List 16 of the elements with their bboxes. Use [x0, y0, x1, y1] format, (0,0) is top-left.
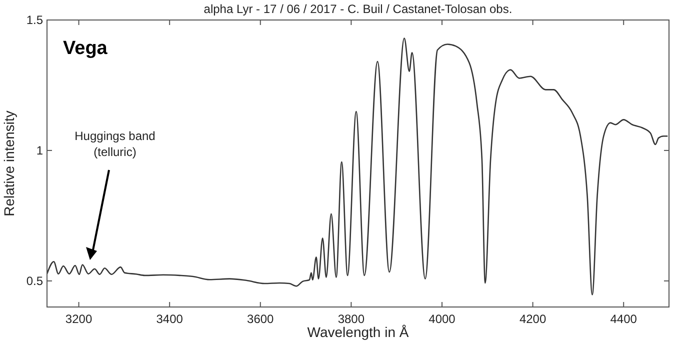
y-axis-title: Relative intensity: [1, 110, 17, 216]
annotation: Vega: [63, 38, 108, 59]
x-axis-title: Wavelength in Å: [307, 324, 410, 340]
x-tick-label: 4200: [519, 312, 546, 326]
annotation: Huggings band (telluric): [74, 129, 156, 159]
y-tick-label: 0.5: [26, 274, 44, 288]
x-tick-label: 4400: [610, 312, 638, 326]
x-tick-label: 4000: [428, 312, 456, 326]
line-series: [46, 38, 668, 296]
x-tick-label: 3400: [156, 312, 184, 326]
y-tick-label: 1: [36, 143, 44, 158]
y-tick-label: 1.5: [26, 13, 44, 27]
chart-title: alpha Lyr - 17 / 06 / 2017 - C. Buil / Castanet-Tolosan obs.: [204, 2, 512, 16]
x-tick-label: 3800: [338, 312, 365, 326]
x-tick-label: 3200: [65, 312, 92, 326]
x-tick-label: 3600: [247, 312, 274, 326]
